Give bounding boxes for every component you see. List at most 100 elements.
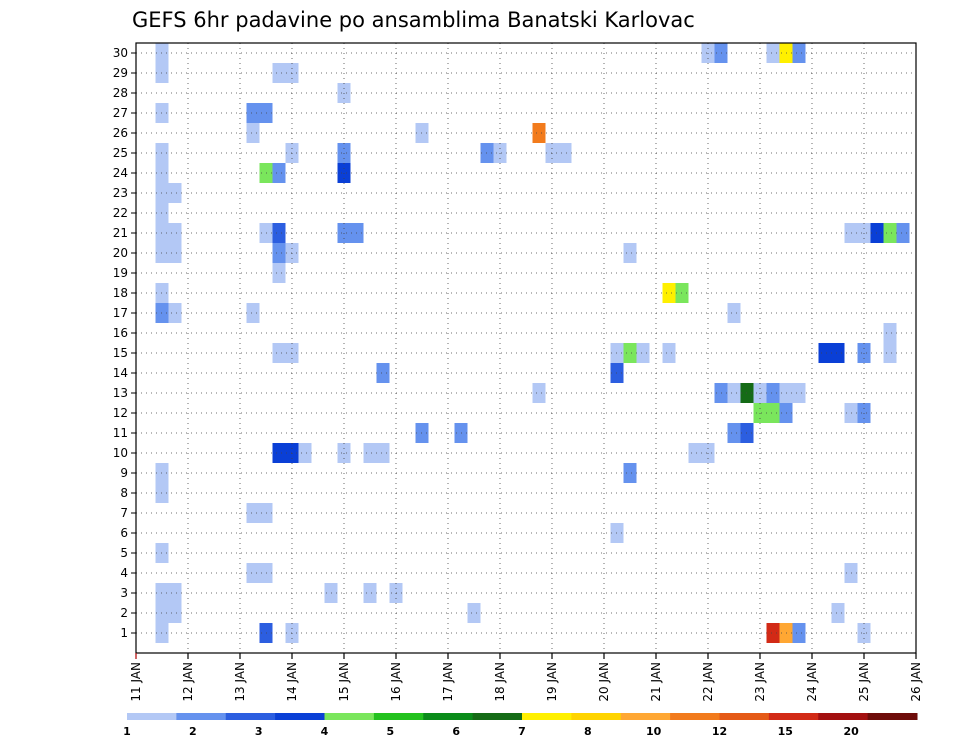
precip-cell	[168, 183, 182, 203]
precip-cell	[766, 43, 780, 63]
colorbar-swatch	[571, 713, 622, 720]
y-tick-label: 10	[113, 446, 128, 460]
colorbar-label: 10	[646, 725, 662, 738]
colorbar-label: 5	[386, 725, 394, 738]
colorbar-label: 2	[189, 725, 197, 738]
y-tick-label: 23	[113, 186, 128, 200]
colorbar-label: 7	[518, 725, 526, 738]
colorbar-label: 4	[321, 725, 329, 738]
precip-cell	[272, 443, 286, 463]
colorbar-label: 15	[778, 725, 793, 738]
x-tick-label: 18 JAN	[493, 662, 507, 702]
y-tick-label: 24	[113, 166, 128, 180]
y-tick-label: 9	[120, 466, 128, 480]
colorbar-swatch	[670, 713, 721, 720]
colorbar-label: 6	[452, 725, 460, 738]
x-tick-label: 21 JAN	[649, 662, 663, 702]
precip-cell	[298, 443, 312, 463]
colorbar-label: 12	[712, 725, 727, 738]
grid-layer	[136, 43, 916, 653]
precip-cell	[168, 583, 182, 603]
colorbar-swatch	[867, 713, 918, 720]
x-tick-label: 17 JAN	[441, 662, 455, 702]
x-tick-label: 25 JAN	[857, 662, 871, 702]
plot-frame	[135, 42, 917, 654]
colorbar-swatch	[472, 713, 523, 720]
x-tick-label: 13 JAN	[233, 662, 247, 702]
precip-cell	[246, 303, 260, 323]
y-tick-label: 5	[120, 546, 128, 560]
precip-cell	[727, 303, 741, 323]
colorbar-swatch	[225, 713, 276, 720]
y-tick-label: 13	[113, 386, 128, 400]
y-axis: 1234567891011121314151617181920212223242…	[113, 46, 136, 640]
colorbar-swatch	[768, 713, 819, 720]
precip-cell	[792, 623, 806, 643]
colorbar-swatch	[719, 713, 770, 720]
y-tick-label: 30	[113, 46, 128, 60]
colorbar: 1 2 3 4 5 6 7 8 10 12 15 20	[123, 713, 918, 738]
precip-cell	[896, 223, 910, 243]
x-axis: 11 JAN 12 JAN 13 JAN 14 JAN 15 JAN 16 JAN 17 J…	[129, 653, 923, 702]
y-tick-label: 2	[120, 606, 128, 620]
y-tick-label: 27	[113, 106, 128, 120]
precip-cell	[792, 383, 806, 403]
y-tick-label: 22	[113, 206, 128, 220]
precip-cell	[168, 223, 182, 243]
precip-cell	[766, 403, 780, 423]
y-tick-label: 1	[120, 626, 128, 640]
x-tick-label: 22 JAN	[701, 662, 715, 702]
precip-cell	[766, 383, 780, 403]
y-tick-label: 19	[113, 266, 128, 280]
precip-cell	[168, 303, 182, 323]
colorbar-swatch	[423, 713, 474, 720]
y-tick-label: 3	[120, 586, 128, 600]
y-tick-label: 12	[113, 406, 128, 420]
precip-cell	[246, 103, 260, 123]
colorbar-label: 1	[123, 725, 131, 738]
precip-cell	[272, 343, 286, 363]
colorbar-swatch	[176, 713, 227, 720]
precip-cell	[662, 343, 676, 363]
x-tick-label: 19 JAN	[545, 662, 559, 702]
precip-cell	[272, 223, 286, 243]
x-tick-label: 16 JAN	[389, 662, 403, 702]
precip-cell	[272, 263, 286, 283]
colorbar-swatch	[127, 713, 177, 720]
y-tick-label: 15	[113, 346, 128, 360]
y-tick-label: 11	[113, 426, 128, 440]
y-tick-label: 4	[120, 566, 128, 580]
x-tick-label: 11 JAN	[129, 662, 143, 702]
precip-cell	[376, 443, 390, 463]
precip-cell	[532, 383, 546, 403]
x-tick-label: 23 JAN	[753, 662, 767, 702]
colorbar-swatch	[522, 713, 572, 720]
x-tick-label: 14 JAN	[285, 662, 299, 702]
y-tick-label: 6	[120, 526, 128, 540]
colorbar-swatch	[373, 713, 424, 720]
precip-cell	[727, 383, 741, 403]
precip-cell	[246, 503, 260, 523]
precip-cell	[792, 43, 806, 63]
colorbar-swatch	[620, 713, 671, 720]
y-tick-label: 7	[120, 506, 128, 520]
precip-cell	[467, 603, 481, 623]
precip-cell	[831, 343, 845, 363]
precip-cell	[688, 443, 702, 463]
precip-cell	[818, 343, 832, 363]
precip-cell	[363, 583, 377, 603]
precip-cell	[623, 343, 637, 363]
x-tick-label: 20 JAN	[597, 662, 611, 702]
y-tick-label: 20	[113, 246, 128, 260]
precip-cell	[168, 603, 182, 623]
precip-cell	[558, 143, 572, 163]
x-tick-label: 26 JAN	[909, 662, 923, 702]
y-tick-label: 8	[120, 486, 128, 500]
y-tick-label: 14	[113, 366, 128, 380]
precip-cell	[636, 343, 650, 363]
precip-cell	[727, 423, 741, 443]
chart-title: GEFS 6hr padavine po ansamblima Banatski…	[132, 8, 695, 32]
precip-cell	[766, 623, 780, 643]
precip-cell	[272, 243, 286, 263]
precip-cell	[168, 243, 182, 263]
